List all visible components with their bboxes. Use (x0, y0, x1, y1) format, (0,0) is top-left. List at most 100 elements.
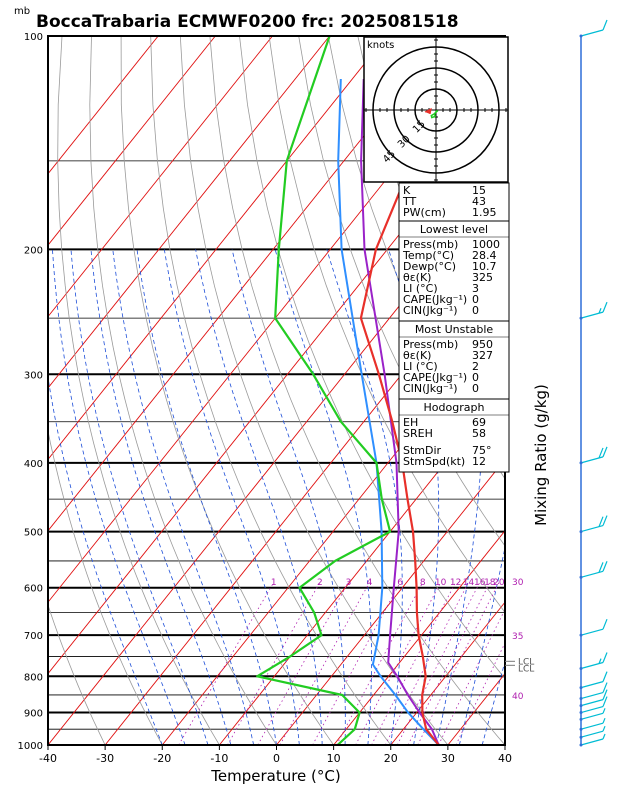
moist-adiabat (436, 249, 483, 745)
wind-barb-flag (598, 658, 602, 664)
mixing-ratio-axis-title: Mixing Ratio (g/kg) (532, 384, 550, 526)
dry-adiabat (179, 36, 449, 745)
table-value: 327 (472, 349, 493, 362)
dry-adiabat (595, 36, 618, 745)
table-label: PW(cm) (403, 206, 446, 219)
wind-barb-dot (579, 633, 583, 637)
table-section-title: Hodograph (424, 401, 485, 414)
moist-adiabat (136, 249, 277, 745)
wind-barb-flag (602, 708, 606, 714)
mixing-ratio-line (178, 582, 275, 745)
wind-barb-dot (579, 316, 583, 320)
wind-barb-flag (602, 301, 608, 313)
wind-barb-shaft (580, 628, 604, 636)
mixing-ratio-label: 2 (317, 578, 323, 588)
wind-barb-dot (579, 711, 583, 715)
isotherm (48, 36, 388, 461)
table-value: 0 (472, 293, 479, 306)
isotherm (48, 173, 505, 745)
wind-barb-flag (598, 516, 604, 527)
mixing-ratio-label: 18 (484, 578, 496, 588)
moist-adiabat (90, 249, 232, 745)
dry-adiabat (239, 36, 505, 680)
x-tick-label: -40 (39, 752, 57, 765)
wind-barb-shaft (580, 712, 604, 720)
isotherm (48, 36, 216, 246)
x-tick-label: 20 (384, 752, 398, 765)
table-value: 58 (472, 427, 486, 440)
wind-barb-shaft (580, 29, 604, 37)
wind-barb (579, 671, 608, 690)
mixing-ratio-label: 40 (512, 692, 524, 702)
mixing-ratio-label: 1 (271, 578, 277, 588)
pressure-tick-label: 200 (24, 245, 43, 256)
wind-barb-dot (579, 666, 583, 670)
mixing-ratio-line (227, 582, 321, 745)
wind-barb-flag (602, 446, 608, 458)
background-grid (48, 36, 618, 745)
pressure-tick-label: 800 (24, 672, 43, 683)
profiles (256, 36, 480, 745)
table-label: LI (°C) (403, 282, 438, 295)
table-section-title: Most Unstable (415, 323, 494, 336)
wind-barb (579, 689, 608, 708)
moist-adiabat (112, 249, 255, 745)
wind-barb (579, 696, 608, 715)
mixing-ratio-label: 35 (512, 632, 523, 642)
wind-barb-dot (579, 34, 583, 38)
moist-adiabat (481, 660, 505, 745)
index-tables: K 15 TT 43 PW(cm) 1.95 Lowest level Press(mb) 10… (398, 182, 510, 473)
isotherm (48, 36, 159, 175)
table-section-title: Lowest level (420, 223, 488, 236)
wind-barb-dot (579, 735, 583, 739)
table-label: TT (402, 195, 417, 208)
table-value: 325 (472, 271, 493, 284)
pressure-tick-label: 300 (24, 370, 43, 381)
isotherm (48, 36, 273, 318)
table-value: 15 (472, 184, 486, 197)
table-value: 2 (472, 360, 479, 373)
dry-adiabat (48, 429, 163, 745)
wind-barb (579, 733, 606, 747)
wind-barb-flag (602, 689, 608, 700)
table-label: LI (°C) (403, 360, 438, 373)
table-value: 0 (472, 382, 479, 395)
table-label: CIN(Jkg⁻¹) (403, 304, 458, 317)
x-tick-label: -10 (210, 752, 228, 765)
wind-barb-flag (602, 696, 608, 707)
moist-adiabat (274, 249, 372, 745)
wind-barb (579, 618, 608, 637)
hodograph-box (398, 398, 510, 473)
wind-barb (579, 446, 608, 465)
wind-barb-dot (579, 461, 583, 465)
dry-adiabat (150, 36, 392, 745)
wind-barb-dot (579, 704, 583, 708)
wind-barb (579, 717, 606, 731)
parcel-surface-curve (337, 78, 440, 745)
pressure-tick-label: 500 (24, 528, 43, 539)
wind-barb-flag (602, 652, 608, 663)
table-label: θε(K) (403, 271, 431, 284)
mixing-ratio-line (371, 582, 456, 745)
table-value: 43 (472, 195, 486, 208)
parcel-mu-curve (360, 78, 440, 745)
table-value: 12 (472, 455, 486, 468)
pressure-tick-label: 600 (24, 584, 43, 595)
wind-barb (579, 725, 606, 739)
wind-barb-shaft (580, 738, 604, 746)
dry-adiabat (48, 603, 106, 745)
lcl-label: LCL (518, 664, 534, 674)
table-label: θε(K) (403, 349, 431, 362)
table-value: 3 (472, 282, 479, 295)
mixing-ratio-label: 4 (367, 578, 373, 588)
dry-adiabat (89, 36, 277, 745)
wind-barb-flag (602, 515, 608, 526)
wind-barb (579, 652, 608, 670)
isotherm (390, 601, 505, 745)
mixing-ratio-label: 3 (346, 578, 352, 588)
dry-adiabat (298, 36, 505, 547)
wind-barb-flag (602, 682, 608, 693)
table-value: 0 (472, 304, 479, 317)
table-label: CAPE(Jkg⁻¹) (403, 371, 467, 384)
